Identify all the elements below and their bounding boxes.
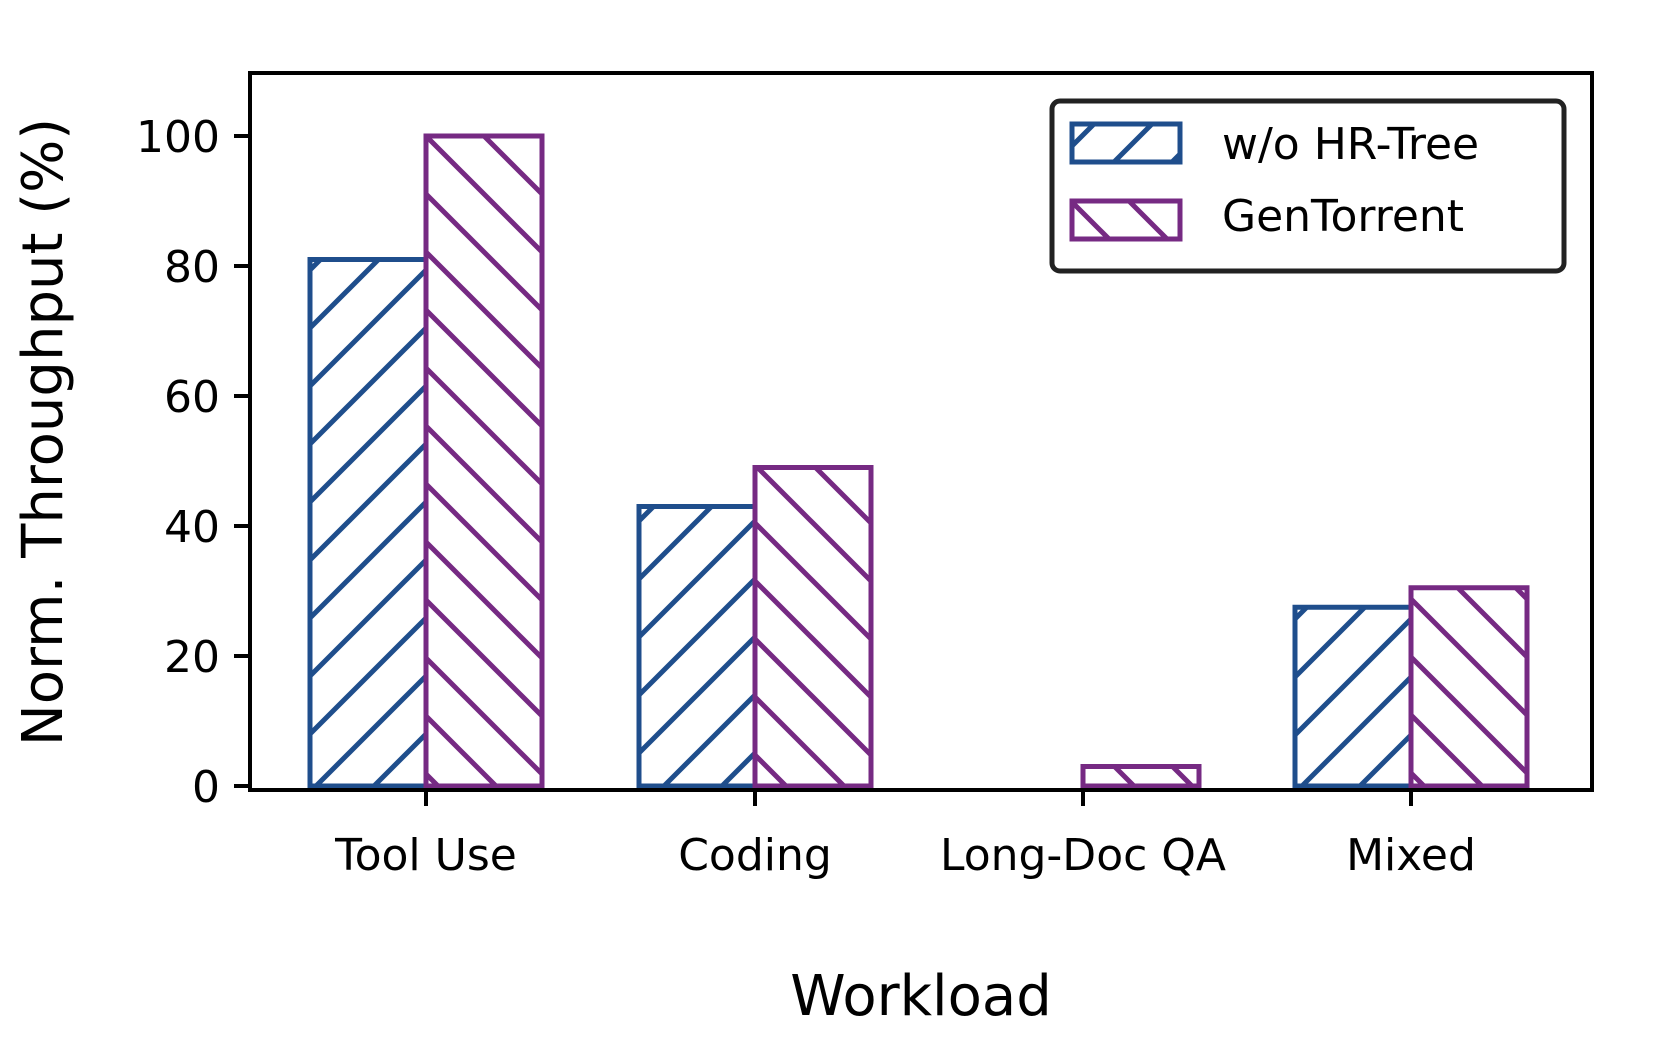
bar-gentorrent-tool-use: [423, 133, 545, 789]
y-tick-label-0: 0: [192, 762, 220, 813]
legend-label-w-o-hr-tree: w/o HR-Tree: [1222, 119, 1479, 170]
bar-w-o-hr-tree-mixed: [1292, 604, 1414, 789]
x-tick-label-mixed: Mixed: [1346, 830, 1476, 881]
y-tick-label-60: 60: [164, 372, 220, 423]
x-tick-label-long-doc-qa: Long-Doc QA: [940, 830, 1226, 881]
legend: w/o HR-Tree GenTorrent: [1049, 98, 1567, 274]
y-tick-label-80: 80: [164, 242, 220, 293]
y-tick-label-100: 100: [136, 112, 220, 163]
x-axis-title: Workload: [790, 964, 1052, 1029]
plot-frame: [248, 71, 1594, 792]
legend-label-gentorrent: GenTorrent: [1222, 191, 1464, 242]
y-tick-label-20: 20: [164, 632, 220, 683]
legend-swatch-gentorrent: [1069, 198, 1183, 242]
legend-swatch-w-o-hr-tree: [1069, 121, 1183, 165]
bar-gentorrent-mixed: [1408, 585, 1530, 789]
bar-gentorrent-coding: [752, 465, 874, 789]
x-tick-label-coding: Coding: [678, 830, 832, 881]
tick-layer: Tool Use Coding Long-Doc QA Mixed 0 20 40 60 80 1…: [136, 112, 1476, 881]
bar-w-o-hr-tree-coding: [636, 504, 758, 789]
bar-gentorrent-long-doc-qa: [1080, 764, 1202, 789]
x-tick-label-tool-use: Tool Use: [334, 830, 517, 881]
bars-layer: [307, 133, 1530, 789]
y-tick-label-40: 40: [164, 502, 220, 553]
y-axis-title: Norm. Throughput (%): [11, 118, 76, 746]
bar-w-o-hr-tree-tool-use: [307, 257, 429, 789]
